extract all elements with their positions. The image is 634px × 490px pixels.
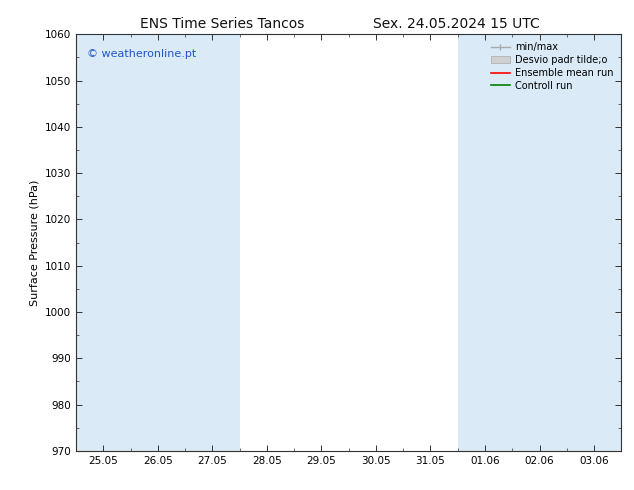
Y-axis label: Surface Pressure (hPa): Surface Pressure (hPa) [29, 179, 39, 306]
Bar [185, 34, 240, 451]
Text: Sex. 24.05.2024 15 UTC: Sex. 24.05.2024 15 UTC [373, 17, 540, 31]
Bar [512, 34, 567, 451]
Bar [76, 34, 131, 451]
Text: ENS Time Series Tancos: ENS Time Series Tancos [139, 17, 304, 31]
Bar [458, 34, 512, 451]
Legend: min/max, Desvio padr tilde;o, Ensemble mean run, Controll run: min/max, Desvio padr tilde;o, Ensemble m… [488, 39, 616, 94]
Text: © weatheronline.pt: © weatheronline.pt [87, 49, 197, 59]
Bar [131, 34, 185, 451]
Bar [567, 34, 621, 451]
